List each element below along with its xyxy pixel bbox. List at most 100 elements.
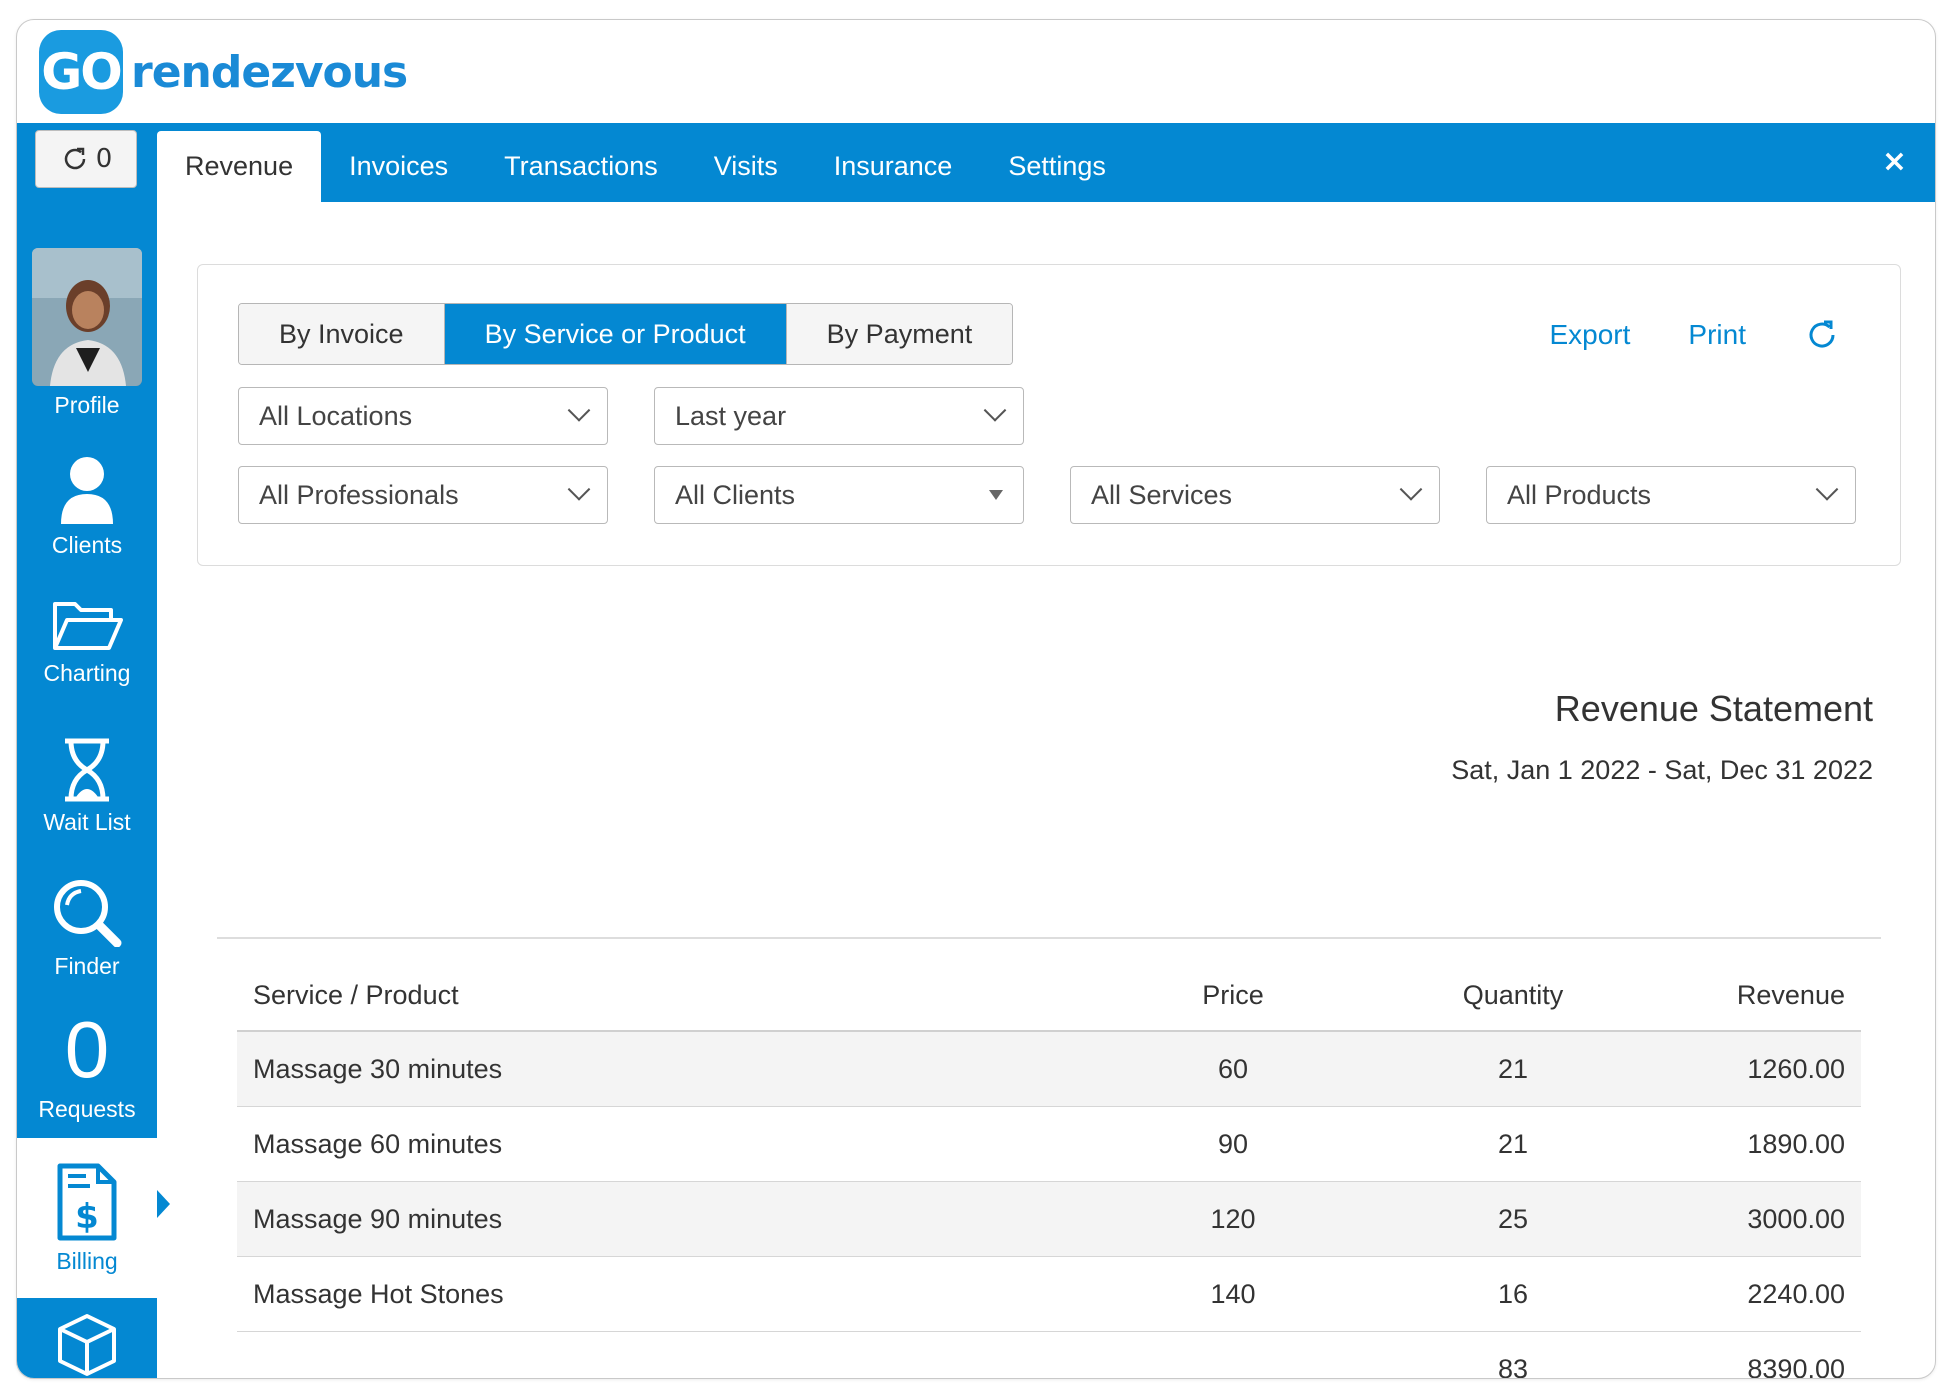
table-row: Massage 60 minutes 90 21 1890.00 — [237, 1107, 1861, 1182]
box-icon — [58, 1314, 116, 1376]
filter-card: By Invoice By Service or Product By Paym… — [197, 264, 1901, 566]
tab-settings[interactable]: Settings — [1008, 151, 1106, 181]
sidebar-item-profile[interactable]: Profile — [17, 248, 157, 419]
section-divider — [217, 937, 1881, 939]
cell-price: 140 — [1210, 1278, 1256, 1309]
by-payment-button[interactable]: By Payment — [786, 304, 1013, 364]
sidebar-item-charting[interactable]: Charting — [17, 598, 157, 687]
cell-quantity: 21 — [1497, 1053, 1529, 1084]
cell-price: 60 — [1217, 1053, 1249, 1084]
report-type-toggle: By Invoice By Service or Product By Paym… — [238, 303, 1014, 365]
client-select-value: All Clients — [675, 479, 796, 510]
service-select-value: All Services — [1091, 479, 1233, 510]
professional-select[interactable]: All Professionals — [238, 466, 608, 524]
table-row: Massage 30 minutes 60 21 1260.00 — [237, 1032, 1861, 1107]
app-window: GO rendezvous 0 Revenue Invoices Transac… — [16, 19, 1936, 1379]
export-link[interactable]: Export — [1549, 319, 1631, 350]
cell-quantity: 16 — [1497, 1278, 1529, 1309]
chevron-down-icon — [567, 478, 591, 501]
header-quantity: Quantity — [1462, 979, 1564, 1010]
professional-select-value: All Professionals — [259, 479, 459, 510]
cell-revenue: 1260.00 — [1747, 1053, 1845, 1084]
cell-quantity: 21 — [1497, 1128, 1529, 1159]
sidebar-item-billing[interactable]: $ Billing — [17, 1138, 157, 1298]
table-header-row: Service / Product Price Quantity Revenue — [237, 960, 1861, 1032]
requests-count: 0 — [64, 1005, 110, 1094]
magnifier-icon — [54, 880, 122, 947]
invoice-dollar-icon: $ — [57, 1163, 117, 1240]
cell-quantity: 25 — [1497, 1203, 1529, 1234]
sidebar-item-inventory[interactable] — [17, 1312, 157, 1378]
sidebar-item-label: Wait List — [43, 809, 131, 835]
header-price: Price — [1202, 979, 1264, 1010]
chevron-down-icon — [567, 399, 591, 422]
avatar — [32, 248, 142, 386]
cell-price: 90 — [1217, 1128, 1249, 1159]
client-select[interactable]: All Clients — [654, 466, 1024, 524]
sidebar-item-wait-list[interactable]: Wait List — [17, 737, 157, 836]
tab-invoices[interactable]: Invoices — [349, 151, 449, 181]
refresh-button[interactable]: 0 — [35, 130, 137, 188]
total-quantity: 83 — [1497, 1353, 1529, 1379]
period-select[interactable]: Last year — [654, 387, 1024, 445]
tab-insurance[interactable]: Insurance — [833, 151, 953, 181]
refresh-icon — [64, 147, 85, 170]
sidebar-item-label: Profile — [54, 392, 120, 418]
by-service-product-button[interactable]: By Service or Product — [444, 304, 787, 364]
sidebar-item-finder[interactable]: Finder — [17, 877, 157, 980]
by-invoice-button[interactable]: By Invoice — [239, 304, 445, 364]
folder-open-icon — [53, 602, 123, 650]
cell-revenue: 3000.00 — [1747, 1203, 1845, 1234]
sidebar-item-label: Clients — [51, 532, 123, 558]
table-row: Massage Hot Stones 140 16 2240.00 — [237, 1257, 1861, 1332]
hourglass-icon — [65, 738, 109, 802]
location-select[interactable]: All Locations — [238, 387, 608, 445]
refresh-icon[interactable] — [1804, 317, 1840, 353]
cell-service: Massage Hot Stones — [253, 1278, 504, 1309]
table-total-row: 83 8390.00 — [237, 1332, 1861, 1379]
app-logo: GO rendezvous — [39, 30, 408, 114]
cell-service: Massage 90 minutes — [253, 1203, 503, 1234]
report-actions: Export Print — [1549, 317, 1840, 353]
statement-title: Revenue Statement — [1554, 688, 1873, 729]
product-select[interactable]: All Products — [1486, 466, 1856, 524]
main-tabs: Revenue Invoices Transactions Visits Ins… — [157, 131, 1134, 202]
sidebar-item-label: Charting — [43, 660, 131, 686]
caret-down-icon — [989, 490, 1003, 500]
chevron-down-icon — [1815, 478, 1839, 501]
person-icon — [61, 457, 113, 524]
revenue-table: Service / Product Price Quantity Revenue… — [237, 960, 1861, 1379]
sidebar-item-label: Billing — [56, 1247, 118, 1274]
refresh-count: 0 — [95, 144, 113, 174]
sidebar-item-clients[interactable]: Clients — [17, 454, 157, 559]
sidebar: Profile Clients Charting W — [17, 202, 157, 1378]
logo-badge: GO — [39, 30, 123, 114]
logo-text: rendezvous — [131, 46, 408, 98]
sidebar-item-label: Finder — [54, 953, 120, 979]
table-row: Massage 90 minutes 120 25 3000.00 — [237, 1182, 1861, 1257]
chevron-down-icon — [983, 399, 1007, 422]
cell-revenue: 2240.00 — [1747, 1278, 1845, 1309]
service-select[interactable]: All Services — [1070, 466, 1440, 524]
profile-photo — [32, 248, 142, 386]
location-select-value: All Locations — [259, 400, 413, 431]
print-link[interactable]: Print — [1688, 319, 1746, 350]
top-tab-bar — [17, 123, 1935, 202]
tab-visits[interactable]: Visits — [713, 151, 778, 181]
total-revenue: 8390.00 — [1747, 1353, 1845, 1379]
tab-transactions[interactable]: Transactions — [504, 151, 658, 181]
tab-revenue[interactable]: Revenue — [157, 131, 322, 202]
close-icon[interactable]: × — [1881, 144, 1907, 179]
sidebar-item-label: Requests — [38, 1096, 136, 1122]
statement-date-range: Sat, Jan 1 2022 - Sat, Dec 31 2022 — [1451, 755, 1873, 785]
cell-revenue: 1890.00 — [1747, 1128, 1845, 1159]
header-revenue: Revenue — [1736, 979, 1845, 1010]
header-service-product: Service / Product — [253, 979, 459, 1010]
chevron-down-icon — [1399, 478, 1423, 501]
active-indicator — [157, 1190, 170, 1218]
cell-price: 120 — [1210, 1203, 1256, 1234]
sidebar-item-requests[interactable]: 0 Requests — [17, 1010, 157, 1123]
cell-service: Massage 30 minutes — [253, 1053, 503, 1084]
cell-service: Massage 60 minutes — [253, 1128, 503, 1159]
product-select-value: All Products — [1507, 479, 1652, 510]
